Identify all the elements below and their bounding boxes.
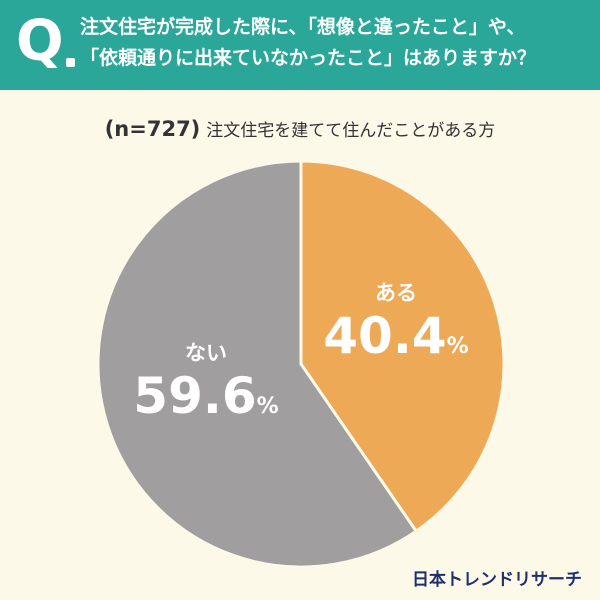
brand-logo-text: 日本トレンドリサーチ xyxy=(412,570,582,590)
respondent-description: 注文住宅を建てて住んだことがある方 xyxy=(206,121,496,141)
slice-label-1: ある 40.4% xyxy=(316,280,476,377)
slice-label-2: ない 59.6% xyxy=(126,340,286,437)
chart-subtitle: (n=727) 注文住宅を建てて住んだことがある方 xyxy=(0,116,600,141)
q-mark-icon: Q xyxy=(16,12,75,72)
sample-size: (n=727) xyxy=(104,117,201,141)
slice-value: 40.4% xyxy=(323,307,469,366)
pie-slice-1 xyxy=(299,159,506,534)
pie-slice-2 xyxy=(96,159,419,569)
question-header: Q 注文住宅が完成した際に、「想像と違ったこと」や、 「依頼通りに出来ていなかっ… xyxy=(0,0,600,90)
question-line-2: 「依頼通りに出来ていなかったこと」はありますか？ xyxy=(80,47,537,69)
slice-value: 59.6% xyxy=(133,366,279,425)
question-text: 注文住宅が完成した際に、「想像と違ったこと」や、 「依頼通りに出来ていなかったこ… xyxy=(80,12,592,74)
slice-category: ない xyxy=(185,340,228,365)
question-line-1: 注文住宅が完成した際に、「想像と違ったこと」や、 xyxy=(80,16,526,38)
slice-category: ある xyxy=(374,281,417,306)
